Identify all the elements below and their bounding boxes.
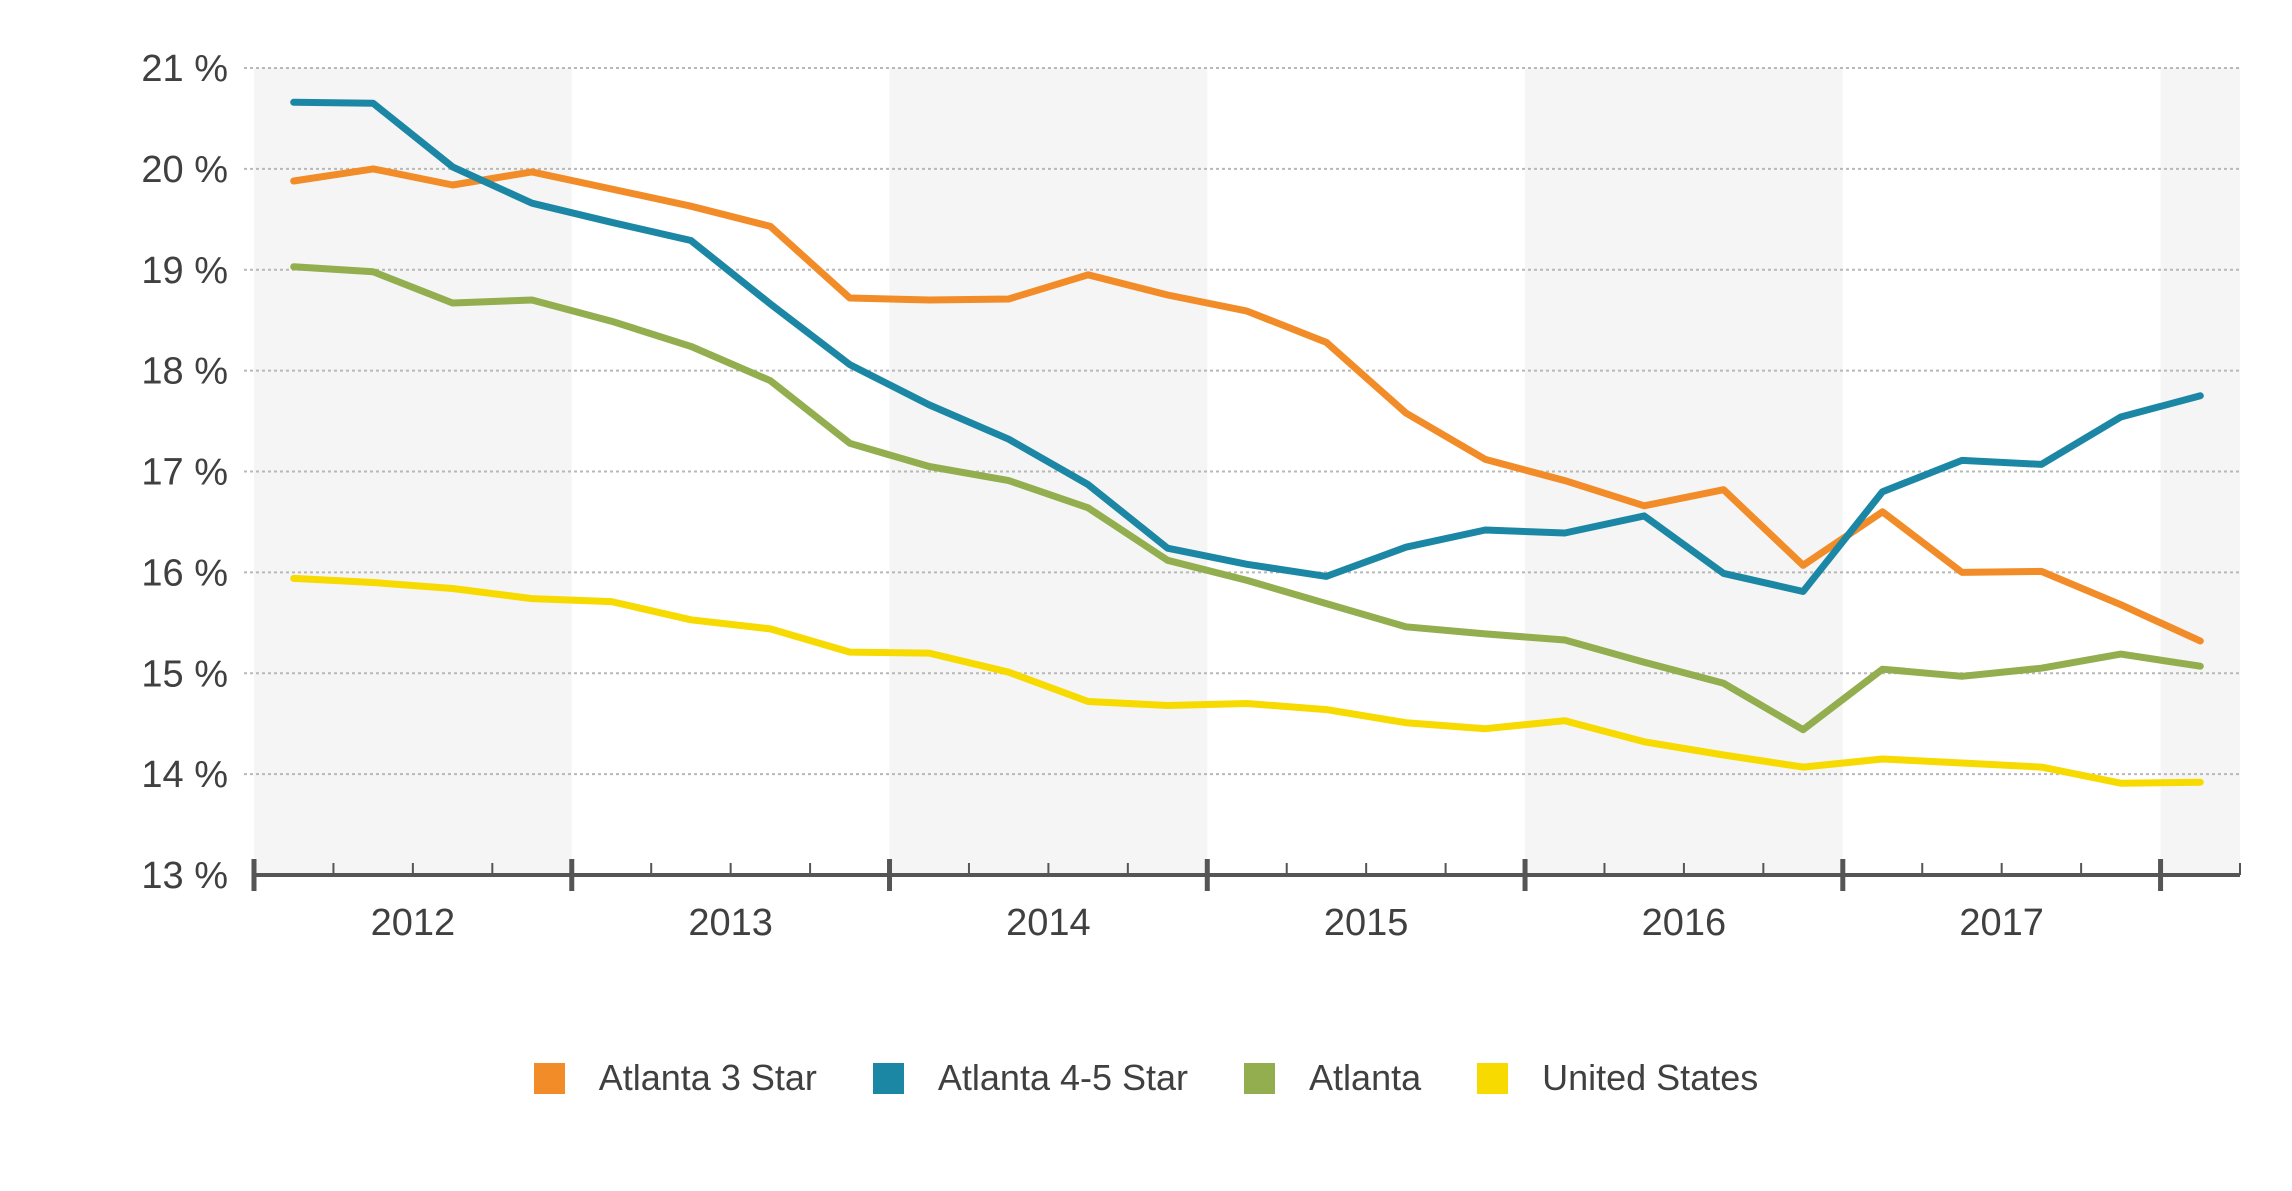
series-lines bbox=[290, 98, 2204, 787]
y-tick-label: 17 % bbox=[141, 452, 228, 494]
series-line-united-states bbox=[290, 574, 2204, 787]
y-tick-label: 16 % bbox=[141, 552, 228, 594]
legend-item-atlanta-4-5-star: Atlanta 4-5 Star bbox=[872, 1057, 1189, 1099]
legend-label: United States bbox=[1542, 1057, 1759, 1098]
legend-item-atlanta-3-star: Atlanta 3 Star bbox=[533, 1057, 817, 1099]
x-tick-label: 2012 bbox=[371, 902, 456, 944]
series-line-atlanta bbox=[290, 263, 2204, 734]
x-axis: 2012 2013 2014 2015 2016 2017 bbox=[251, 859, 2241, 944]
y-tick-label: 20 % bbox=[141, 149, 228, 191]
legend-label: Atlanta 4-5 Star bbox=[937, 1057, 1189, 1098]
legend-swatch bbox=[1244, 1062, 1276, 1094]
x-tick-label: 2014 bbox=[1006, 902, 1091, 944]
series-line-atlanta-3-star bbox=[290, 165, 2204, 645]
legend: Atlanta 3 Star Atlanta 4-5 Star Atlanta … bbox=[0, 1048, 2292, 1108]
y-tick-label: 13 % bbox=[141, 855, 228, 897]
legend-label: Atlanta bbox=[1309, 1057, 1422, 1098]
y-axis-ticks: 13 % 14 % 15 % 16 % 17 % 18 % 19 % 20 % 21 % bbox=[141, 48, 228, 897]
line-chart: 13 % 14 % 15 % 16 % 17 % 18 % 19 % 20 % 21 % 201… bbox=[141, 48, 2241, 944]
legend-swatch bbox=[872, 1062, 904, 1094]
x-tick-label: 2013 bbox=[688, 902, 773, 944]
y-tick-label: 19 % bbox=[141, 250, 228, 292]
x-tick-label: 2016 bbox=[1642, 902, 1727, 944]
legend-swatch bbox=[533, 1062, 565, 1094]
x-tick-label: 2015 bbox=[1324, 902, 1409, 944]
legend-swatch bbox=[1477, 1062, 1509, 1094]
legend-item-atlanta: Atlanta bbox=[1244, 1057, 1421, 1099]
y-tick-label: 18 % bbox=[141, 351, 228, 393]
legend-label: Atlanta 3 Star bbox=[598, 1057, 817, 1098]
y-tick-label: 14 % bbox=[141, 754, 228, 796]
y-tick-label: 21 % bbox=[141, 48, 228, 90]
legend-item-united-states: United States bbox=[1477, 1057, 1758, 1099]
series-line-atlanta-4-5-star bbox=[290, 98, 2204, 595]
x-tick-label: 2017 bbox=[1959, 902, 2044, 944]
y-tick-label: 15 % bbox=[141, 653, 228, 695]
